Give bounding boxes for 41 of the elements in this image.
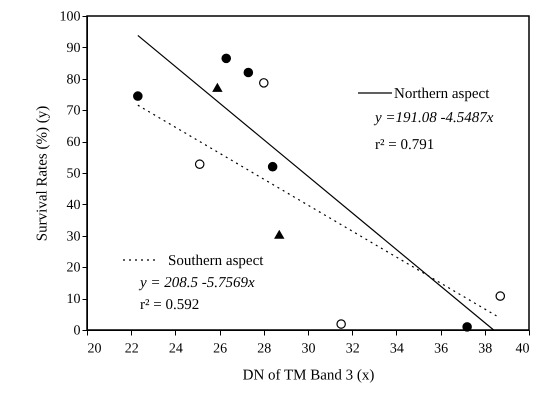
annotation: r² = 0.592 [140,297,200,313]
y-tick-label: 60 [66,135,80,150]
y-tick-label: 40 [66,198,80,213]
y-tick-label: 30 [66,229,80,244]
x-tick-label: 26 [213,342,228,356]
x-tick-label: 34 [390,342,404,356]
y-tick-label: 100 [60,10,80,24]
point [259,78,269,88]
x-tick-label: 30 [302,342,316,356]
point [194,159,204,169]
point [133,91,143,101]
y-tick-label: 50 [66,166,80,182]
x-tick-label: 28 [257,342,272,356]
legend-label: Southern aspect [168,253,264,269]
x-axis-title: DN of TM Band 3 (x) [242,368,374,384]
annotation: y = 208.5 -5.7569x [138,275,256,291]
x-tick-label: 40 [516,342,530,356]
x-tick-label: 38 [478,342,492,356]
y-tick-label: 80 [66,72,80,88]
y-tick-label: 20 [66,260,80,276]
point [221,54,232,64]
point [244,68,254,78]
point [462,322,472,332]
y-axis-title: Survival Rates (%) (y) [34,106,50,242]
annotation: y =191.08 -4.5487x [373,110,494,126]
annotation: r² = 0.791 [375,137,434,153]
x-tick-label: 24 [168,342,183,356]
point [336,319,346,329]
y-tick-label: 70 [66,104,80,119]
x-tick-label: 22 [124,342,139,356]
point [268,162,278,172]
y-tick-label: 10 [66,292,80,308]
point [212,83,222,92]
legend-label: Northern aspect [394,86,490,102]
y-tick-label: 90 [66,40,80,56]
point [274,230,284,239]
x-tick-label: 36 [434,342,448,356]
x-tick-label: 32 [346,342,360,356]
y-tick-label: 0 [74,324,80,338]
x-tick-label: 20 [88,342,102,356]
point [495,291,506,301]
